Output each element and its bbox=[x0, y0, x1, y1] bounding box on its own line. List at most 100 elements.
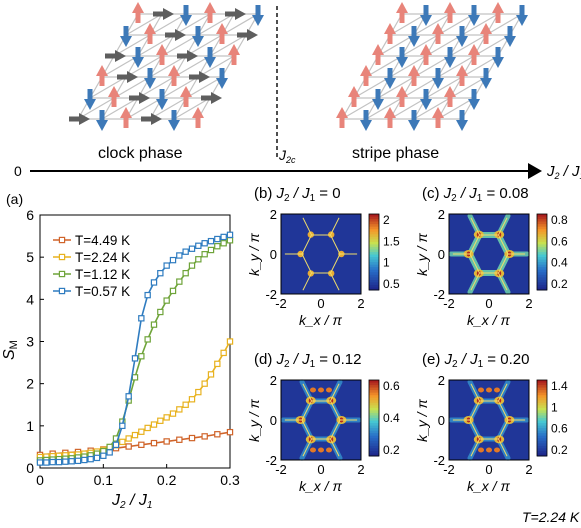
colorbar-segment bbox=[537, 241, 547, 245]
spin-up-arrow bbox=[492, 2, 504, 23]
colorbar-segment bbox=[537, 231, 547, 235]
temperature-footer: T=2.24 K bbox=[522, 509, 580, 525]
map-ylabel: k_y / π bbox=[246, 233, 262, 276]
spin-up-arrow bbox=[444, 86, 456, 107]
spin-down-arrow bbox=[372, 89, 384, 110]
colorbar-segment bbox=[537, 410, 547, 414]
legend-marker bbox=[58, 253, 66, 261]
stripe-peak bbox=[494, 387, 500, 393]
data-point bbox=[176, 278, 183, 285]
data-point bbox=[55, 458, 63, 466]
legend-label: T=2.24 K bbox=[75, 250, 130, 265]
colorbar-segment bbox=[369, 423, 379, 427]
spin-up-arrow bbox=[396, 86, 408, 107]
spin-up-arrow bbox=[480, 23, 492, 44]
clock-phase-label: clock phase bbox=[98, 145, 183, 162]
colorbar-segment bbox=[369, 435, 379, 439]
colorbar-segment bbox=[537, 224, 547, 228]
colorbar-segment bbox=[369, 402, 379, 406]
colorbar-segment bbox=[369, 440, 379, 444]
colorbar-segment bbox=[537, 412, 547, 416]
data-point bbox=[144, 336, 151, 343]
spin-down-arrow bbox=[432, 68, 444, 89]
colorbar-label: 0.2 bbox=[383, 443, 400, 457]
colorbar-segment bbox=[537, 246, 547, 250]
data-point bbox=[176, 436, 183, 443]
spin-down-arrow bbox=[468, 5, 480, 26]
map-x-tick: 2 bbox=[525, 296, 532, 311]
colorbar-segment bbox=[369, 264, 379, 268]
zone-edge bbox=[498, 272, 508, 291]
spin-down-arrow bbox=[444, 47, 456, 68]
colorbar-segment bbox=[537, 254, 547, 258]
colorbar-segment bbox=[537, 385, 547, 389]
colorbar-segment bbox=[537, 382, 547, 386]
colorbar-segment bbox=[369, 428, 379, 432]
spin-up-arrow bbox=[192, 107, 204, 128]
y-tick-label: 6 bbox=[26, 207, 34, 223]
colorbar-label: 0.8 bbox=[551, 213, 568, 227]
spin-right-arrow bbox=[237, 29, 258, 41]
spin-right-arrow bbox=[153, 8, 174, 20]
colorbar-label: 1.5 bbox=[383, 234, 400, 248]
zone-edge bbox=[470, 217, 480, 236]
colorbar-segment bbox=[369, 262, 379, 266]
colorbar-segment bbox=[369, 224, 379, 228]
spin-down-arrow bbox=[408, 26, 420, 47]
colorbar-segment bbox=[537, 433, 547, 437]
map-ylabel: k_y / π bbox=[414, 233, 430, 276]
colorbar-segment bbox=[537, 216, 547, 220]
zone-edge bbox=[330, 438, 340, 457]
map-y-tick: 2 bbox=[270, 373, 277, 388]
spin-up-arrow bbox=[156, 44, 168, 65]
spin-down-arrow bbox=[96, 110, 108, 131]
spin-up-arrow bbox=[336, 107, 348, 128]
spin-up-arrow bbox=[360, 65, 372, 86]
colorbar-segment bbox=[537, 277, 547, 281]
stripe-peak bbox=[310, 387, 316, 393]
map-y-tick: 0 bbox=[438, 413, 445, 428]
spin-up-arrow bbox=[420, 44, 432, 65]
spin-down-arrow bbox=[192, 26, 204, 47]
spin-up-arrow bbox=[432, 107, 444, 128]
colorbar-segment bbox=[537, 438, 547, 442]
colorbar-segment bbox=[537, 420, 547, 424]
colorbar-segment bbox=[369, 269, 379, 273]
colorbar-segment bbox=[369, 239, 379, 243]
map-xlabel: k_x / π bbox=[299, 312, 342, 328]
colorbar-segment bbox=[537, 229, 547, 233]
colorbar-segment bbox=[537, 287, 547, 291]
colorbar-segment bbox=[369, 272, 379, 276]
map-x-tick: -2 bbox=[275, 296, 287, 311]
colorbar-segment bbox=[537, 395, 547, 399]
spin-down-arrow bbox=[480, 68, 492, 89]
data-point bbox=[138, 353, 145, 360]
zone-edge bbox=[302, 272, 312, 291]
colorbar-segment bbox=[369, 453, 379, 457]
data-point bbox=[214, 360, 221, 368]
map-frame bbox=[448, 379, 530, 461]
data-point bbox=[138, 428, 145, 435]
stripe-peak bbox=[478, 447, 484, 453]
stripe-peak bbox=[318, 447, 324, 453]
y-tick-label: 0 bbox=[26, 460, 34, 476]
colorbar-label: 1.4 bbox=[551, 379, 568, 393]
colorbar-segment bbox=[369, 395, 379, 399]
coupling-axis-label: J2 / J1 bbox=[546, 163, 581, 181]
y-tick-label: 4 bbox=[26, 291, 34, 307]
colorbar-frame bbox=[368, 213, 380, 291]
chart-xlabel: J2 / J1 bbox=[111, 492, 152, 511]
stripe-peak bbox=[494, 447, 500, 453]
map-x-tick: -2 bbox=[443, 296, 455, 311]
data-point bbox=[195, 256, 202, 263]
colorbar-segment bbox=[369, 385, 379, 389]
spin-up-arrow bbox=[228, 44, 240, 65]
data-point bbox=[144, 424, 151, 432]
data-point bbox=[188, 245, 196, 252]
x-tick-label: 0.3 bbox=[220, 472, 240, 488]
colorbar-segment bbox=[369, 448, 379, 452]
data-point bbox=[81, 456, 88, 464]
colorbar-label: 2 bbox=[383, 213, 390, 227]
spin-right-arrow bbox=[117, 71, 138, 83]
colorbar-segment bbox=[537, 244, 547, 248]
